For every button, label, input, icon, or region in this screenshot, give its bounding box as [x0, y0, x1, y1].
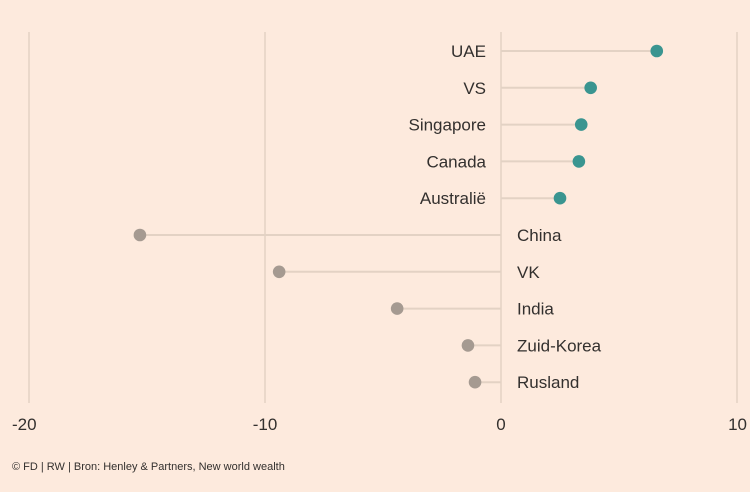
category-label: VS: [463, 79, 486, 98]
x-tick-label: 0: [496, 415, 505, 434]
gridlines: [28, 32, 738, 403]
category-label: Rusland: [517, 373, 579, 392]
data-point: [553, 191, 567, 205]
category-label: UAE: [451, 42, 486, 61]
data-point: [272, 265, 286, 279]
data-point: [468, 375, 482, 389]
category-label: Canada: [426, 152, 486, 171]
source-footer: © FD | RW | Bron: Henley & Partners, New…: [12, 461, 285, 473]
x-tick-labels: -20 -10 0 10: [12, 415, 747, 434]
x-tick-label: -10: [253, 415, 278, 434]
category-label: Zuid-Korea: [517, 336, 602, 355]
data-point: [574, 118, 588, 131]
x-tick-label: 10: [728, 415, 747, 434]
dots: [133, 44, 664, 389]
category-label: India: [517, 300, 554, 319]
data-point: [133, 228, 147, 242]
category-label: VK: [517, 263, 540, 282]
category-label: Australië: [420, 189, 486, 208]
stems: [139, 50, 657, 384]
category-labels: UAE VS Singapore Canada Australië China VK Indi…: [408, 42, 601, 392]
data-point: [390, 302, 404, 315]
data-point: [650, 44, 664, 58]
data-point: [584, 81, 597, 95]
category-label: Singapore: [408, 116, 486, 135]
category-label: China: [517, 226, 562, 245]
data-point: [572, 155, 586, 168]
data-point: [461, 339, 475, 352]
x-tick-label: -20: [12, 415, 37, 434]
